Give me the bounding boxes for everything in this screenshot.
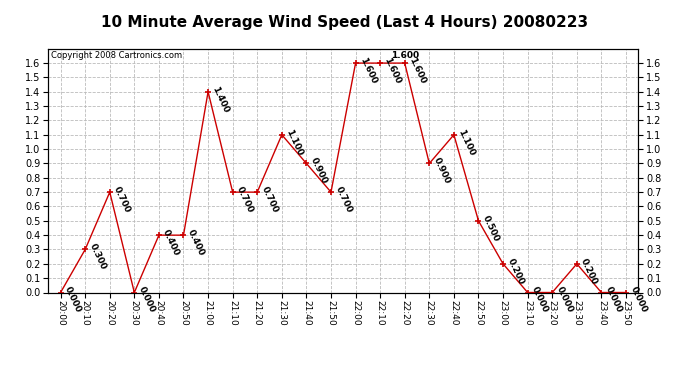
Text: 0.700: 0.700 — [259, 185, 279, 214]
Text: 0.200: 0.200 — [505, 257, 525, 286]
Text: 0.300: 0.300 — [88, 242, 108, 272]
Text: 10 Minute Average Wind Speed (Last 4 Hours) 20080223: 10 Minute Average Wind Speed (Last 4 Hou… — [101, 15, 589, 30]
Text: 0.500: 0.500 — [481, 214, 501, 243]
Text: 0.000: 0.000 — [63, 285, 83, 315]
Text: 0.400: 0.400 — [161, 228, 181, 257]
Text: 0.900: 0.900 — [432, 156, 452, 186]
Text: 0.700: 0.700 — [235, 185, 255, 214]
Text: 1.600: 1.600 — [382, 56, 402, 85]
Text: 1.100: 1.100 — [456, 128, 476, 157]
Text: 1.100: 1.100 — [284, 128, 304, 157]
Text: 1.600: 1.600 — [407, 56, 427, 85]
Text: 0.700: 0.700 — [112, 185, 132, 214]
Text: Copyright 2008 Cartronics.com: Copyright 2008 Cartronics.com — [51, 51, 182, 60]
Text: 0.000: 0.000 — [629, 285, 648, 315]
Text: 0.400: 0.400 — [186, 228, 206, 257]
Text: 1.400: 1.400 — [210, 85, 230, 114]
Text: 0.000: 0.000 — [137, 285, 157, 315]
Text: 0.700: 0.700 — [333, 185, 353, 214]
Text: 0.900: 0.900 — [308, 156, 329, 186]
Text: 0.000: 0.000 — [530, 285, 550, 315]
Text: 0.000: 0.000 — [555, 285, 575, 315]
Text: 1.600: 1.600 — [391, 51, 419, 60]
Text: 1.600: 1.600 — [358, 56, 378, 85]
Text: 0.000: 0.000 — [604, 285, 624, 315]
Text: 0.200: 0.200 — [579, 257, 599, 286]
